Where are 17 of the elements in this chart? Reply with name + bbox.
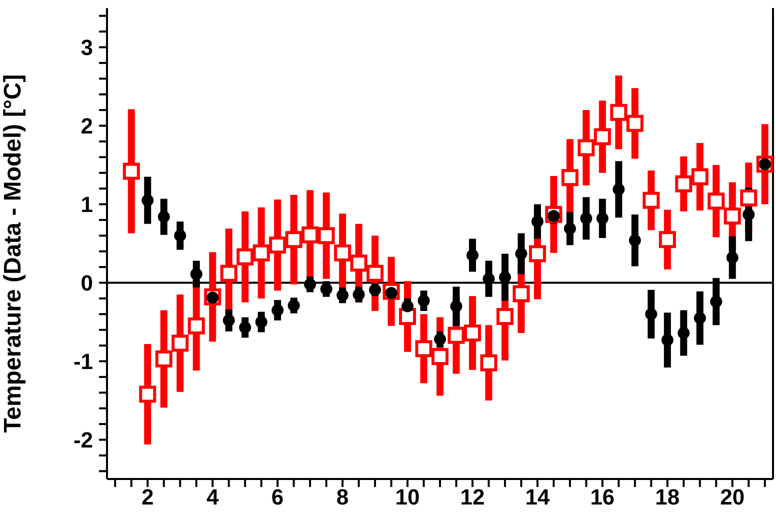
y-tick-label: 3 xyxy=(80,35,93,60)
x-tick-label: 8 xyxy=(336,484,349,510)
x-tick-label: 12 xyxy=(460,484,485,510)
x-tick-label: 4 xyxy=(206,484,220,510)
x-tick-label: 6 xyxy=(271,484,284,510)
x-tick-label: 2 xyxy=(141,484,154,510)
x-tick-label: 20 xyxy=(720,484,745,510)
x-tick-label: 18 xyxy=(655,484,680,510)
y-tick-label: -1 xyxy=(73,349,93,374)
x-tick-label: 14 xyxy=(525,484,550,510)
x-tick-label: 10 xyxy=(395,484,420,510)
y-tick-label: 2 xyxy=(80,114,93,139)
x-tick-label: 16 xyxy=(590,484,615,510)
y-tick-label: 1 xyxy=(80,192,93,218)
y-axis-title: Temperature (Data - Model) [°C] xyxy=(0,74,27,433)
y-tick-label: 0 xyxy=(80,270,93,296)
y-tick-label: -2 xyxy=(73,428,93,453)
